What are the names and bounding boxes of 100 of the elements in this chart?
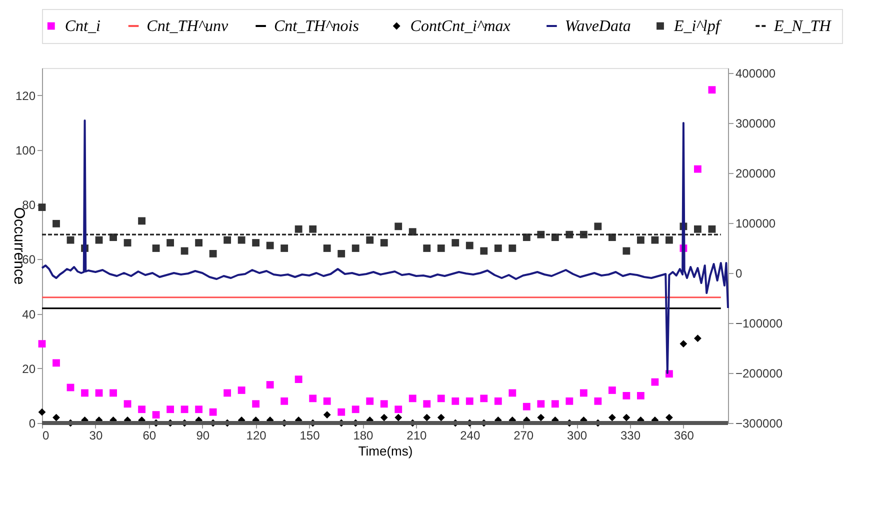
x-tick-label: 360 bbox=[674, 428, 694, 442]
point bbox=[124, 400, 132, 408]
point bbox=[708, 86, 716, 94]
point bbox=[224, 236, 232, 244]
y-tick-label: 120 bbox=[15, 88, 36, 103]
point bbox=[110, 389, 117, 397]
point bbox=[594, 397, 602, 405]
point bbox=[423, 244, 431, 252]
point bbox=[366, 236, 374, 244]
point bbox=[238, 386, 246, 394]
point bbox=[622, 247, 630, 255]
point bbox=[380, 414, 388, 422]
point bbox=[708, 225, 716, 233]
point bbox=[152, 244, 160, 252]
point bbox=[608, 386, 616, 394]
point bbox=[138, 406, 146, 414]
y2-tick-label: 200000 bbox=[736, 166, 776, 180]
y-tick-label: 100 bbox=[15, 143, 36, 158]
point bbox=[180, 247, 188, 255]
y2-tick-label: −100000 bbox=[736, 316, 783, 330]
point bbox=[252, 400, 260, 408]
y2-tick-label: 0 bbox=[736, 266, 742, 280]
point bbox=[537, 414, 545, 422]
point bbox=[622, 414, 630, 422]
point bbox=[408, 394, 416, 402]
point bbox=[636, 236, 644, 244]
point bbox=[180, 406, 188, 414]
point bbox=[81, 389, 88, 397]
point bbox=[294, 376, 302, 384]
point bbox=[580, 389, 588, 397]
y2-tick-label: 400000 bbox=[736, 66, 776, 80]
point bbox=[338, 408, 346, 416]
point bbox=[152, 411, 160, 419]
point bbox=[323, 397, 331, 405]
point bbox=[352, 406, 360, 414]
point bbox=[124, 239, 132, 246]
point bbox=[423, 414, 431, 422]
x-tick-label: 120 bbox=[246, 428, 267, 442]
point bbox=[437, 394, 445, 402]
point bbox=[394, 414, 402, 422]
x-tick-label: 270 bbox=[514, 428, 534, 442]
point bbox=[280, 244, 288, 252]
point bbox=[694, 225, 702, 233]
point bbox=[38, 204, 46, 211]
x-axis-title: Time(ms) bbox=[358, 444, 413, 458]
point bbox=[309, 394, 317, 402]
point bbox=[252, 239, 260, 246]
point bbox=[566, 397, 574, 405]
y-tick-label: 20 bbox=[22, 362, 36, 376]
point bbox=[694, 334, 702, 342]
point bbox=[323, 244, 331, 252]
x-tick-label: 0 bbox=[42, 428, 50, 442]
point bbox=[551, 400, 559, 408]
point bbox=[209, 408, 217, 416]
point bbox=[694, 165, 702, 173]
point bbox=[494, 397, 502, 405]
point bbox=[52, 359, 60, 367]
point bbox=[622, 392, 630, 400]
y-tick-label: 0 bbox=[28, 416, 36, 430]
point bbox=[394, 406, 402, 414]
point bbox=[309, 225, 317, 233]
point bbox=[195, 239, 203, 246]
point bbox=[166, 406, 174, 414]
point bbox=[38, 408, 46, 416]
point bbox=[394, 222, 402, 230]
point bbox=[380, 400, 388, 408]
x-tick-label: 180 bbox=[353, 428, 374, 442]
legend-label: ContCnt_i^max bbox=[410, 18, 510, 35]
point bbox=[680, 340, 688, 348]
point bbox=[508, 389, 516, 397]
point bbox=[494, 244, 502, 252]
x-tick-label: 210 bbox=[406, 428, 428, 442]
point bbox=[323, 411, 331, 419]
y2-tick-label: 300000 bbox=[736, 116, 776, 130]
x-tick-label: 150 bbox=[300, 428, 320, 442]
point bbox=[423, 400, 431, 408]
point bbox=[338, 250, 346, 258]
y2-tick-label: −200000 bbox=[736, 366, 783, 380]
point bbox=[480, 247, 488, 255]
y-tick-label: 40 bbox=[22, 307, 36, 322]
x-tick-label: 240 bbox=[460, 428, 480, 442]
x-tick-label: 60 bbox=[142, 428, 156, 442]
point bbox=[138, 217, 146, 225]
point bbox=[195, 406, 203, 414]
point bbox=[238, 236, 246, 244]
point bbox=[665, 236, 673, 244]
legend-label: Cnt_i bbox=[64, 18, 100, 35]
x-tick-label: 30 bbox=[89, 428, 103, 442]
x-tick-label: 300 bbox=[567, 428, 588, 442]
y2-tick-label: 100000 bbox=[736, 216, 776, 230]
x-tick-label: 330 bbox=[620, 428, 641, 442]
point bbox=[266, 381, 274, 388]
point bbox=[38, 340, 46, 348]
point bbox=[437, 414, 445, 422]
point bbox=[52, 220, 60, 228]
point bbox=[166, 239, 174, 246]
x-tick-label: 90 bbox=[196, 428, 210, 442]
legend-label: Cnt_TH^nois bbox=[274, 18, 359, 35]
point bbox=[437, 244, 445, 252]
legend-label: Cnt_TH^unv bbox=[146, 18, 229, 35]
